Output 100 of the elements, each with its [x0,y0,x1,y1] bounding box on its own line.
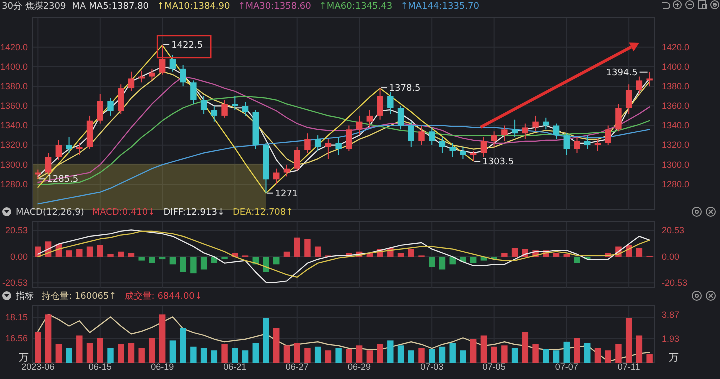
text: DEA:12.708↑ [233,208,294,218]
y2-tick-label: -20.53 [662,278,688,288]
bar [553,253,560,257]
bar [626,318,632,363]
bar [76,336,83,363]
chart-title: 30分 焦煤2309 [2,1,66,12]
candlestick [522,123,529,140]
bar [314,246,322,257]
text: MACD:0.410↓ [92,208,156,218]
chart-title: 指标 [15,291,34,302]
bar [450,256,456,265]
text: ↑MA10:1384.90 [157,2,230,12]
bar [35,332,42,363]
bar [512,348,518,363]
bar [553,350,560,363]
line-series [38,96,650,186]
bar [284,252,290,257]
text: ↑MA30:1358.60 [238,2,312,12]
y2-tick-label: 0.00 [662,252,680,262]
bar [356,346,363,363]
candlestick [553,123,560,140]
bar [336,348,342,363]
text: MA5:1387.80 [89,2,150,12]
bar [45,314,52,363]
candlestick [325,138,332,160]
bar [170,340,176,363]
bar [450,343,456,363]
candlestick [584,135,591,150]
candlestick [460,146,466,160]
y-tick-label: 1400.0 [0,62,28,72]
bar [304,239,311,257]
bar [274,328,280,363]
y2-tick-label: 1280.0 [662,179,690,190]
candlestick [222,100,228,118]
bar [200,256,208,270]
bar [180,256,186,272]
candlestick [439,137,446,154]
bar [584,343,591,363]
legend-title: MA [72,2,87,12]
bar [388,340,394,363]
y2-tick-label: 1380.0 [662,81,690,92]
candlestick [532,115,539,132]
candlestick [388,92,394,114]
bar [86,343,94,363]
y-axis-title: 万 [19,353,29,364]
text: ↑MA60:1345.43 [319,2,393,12]
bar [252,343,259,363]
bar [274,256,280,265]
candlestick [408,121,414,148]
bar [522,332,529,363]
bar [398,346,404,363]
bar [56,344,62,363]
bar [398,253,404,257]
candlestick [564,133,570,156]
y2-tick-label: 1400.0 [662,62,690,72]
candlestick [242,102,249,116]
bar [138,256,145,261]
bar [470,256,477,264]
candlestick [512,119,518,138]
y-tick-label: 1340.0 [0,120,28,131]
bar [543,349,550,363]
y2-tick-label: 3.87 [662,310,680,320]
candlestick [616,104,622,132]
bar [366,350,374,363]
candlestick [45,152,52,176]
bar [491,346,498,363]
candlestick [418,125,425,146]
candlestick [294,146,300,172]
bar [439,346,446,363]
bar [502,253,508,257]
candlestick [180,64,186,88]
candlestick [594,138,602,152]
bar [502,346,508,363]
y-tick-label: 1360.0 [0,101,28,112]
bar [532,344,539,363]
bar [512,248,518,257]
bar [429,349,436,363]
candlestick [128,71,135,92]
bar [149,338,156,363]
bar [439,256,446,270]
y2-tick-label: 1300.0 [662,160,690,170]
y-tick-label: -20.53 [2,278,28,288]
bar [377,344,384,363]
y-tick-label: 1420.0 [0,42,28,52]
bar [564,342,570,363]
candlestick [190,80,197,105]
candlestick [284,164,290,178]
bar [574,338,580,363]
text: ↑MA144:1335.70 [400,2,480,12]
bar [138,348,145,363]
y2-tick-label: 1420.0 [662,42,690,52]
candlestick [366,110,374,128]
bar [294,343,300,363]
candlestick [346,125,352,152]
bar [128,253,135,257]
bar [325,350,332,363]
annotation: 1422.5 [172,40,204,51]
candlestick [170,54,176,72]
y2-tick-label: 1360.0 [662,101,690,112]
bar [284,346,290,363]
